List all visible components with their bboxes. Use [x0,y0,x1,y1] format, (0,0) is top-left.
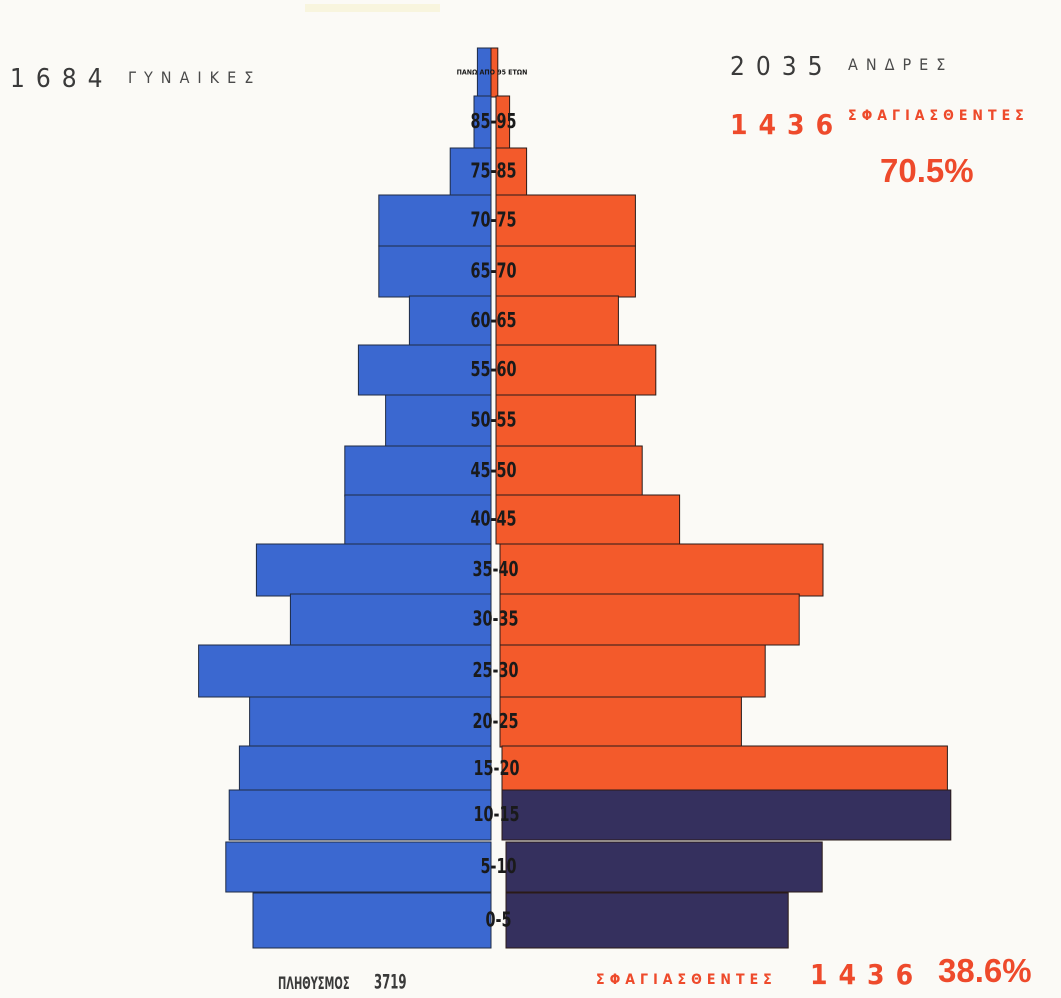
footer-killed-total: 1436 [810,958,925,991]
men-killed-bar [499,696,742,748]
top-edge-strip [305,4,440,12]
age-group-label: 45-50 [470,459,516,482]
men-killed-bar [495,394,636,447]
age-group-label: 5-10 [480,855,516,878]
population-total: 3719 [374,972,407,995]
women-bar [344,445,492,497]
men-killed-bar [495,194,636,247]
men-killed-bar [499,644,766,698]
footer-killed-label: ΣΦΑΓΙΑΣΘΕΝΤΕΣ [596,972,777,988]
killed-label: ΣΦΑΓΙΑΣΘΕΝΤΕΣ [848,108,1029,124]
men-spared-bar [505,892,789,949]
age-group-label: 60-65 [470,309,516,332]
women-bar [449,147,492,196]
age-group-label: 20-25 [472,710,518,733]
age-group-label: 75-85 [470,160,516,183]
age-group-label: 55-60 [470,358,516,381]
men-killed-bar [495,445,643,497]
age-group-label: 25-30 [472,659,518,682]
men-killed-bar [501,745,948,793]
men-killed-bar [499,593,800,646]
age-group-label: 50-55 [470,409,516,432]
women-bar [385,394,492,447]
women-bar [252,892,492,949]
women-bar [225,841,492,893]
killed-total: 1436 [730,108,845,141]
age-group-label: 70-75 [470,209,516,232]
age-group-label: 10-15 [473,803,519,826]
men-spared-bar [501,789,952,841]
men-killed-bar [495,494,681,545]
women-bar [289,593,492,646]
women-bar [408,295,492,347]
women-total: 1684 [10,64,114,94]
women-bar [255,543,492,597]
women-bar [198,644,492,698]
killed-percent: 70.5% [880,152,974,189]
age-group-label: 35-40 [472,558,518,581]
age-group-label: ΠΑΝΩ ΑΠΟ 95 ΕΤΩΝ [457,69,528,77]
women-bar [238,745,492,793]
women-bar [378,245,492,298]
men-label: ΑΝΔΡΕΣ [848,55,954,74]
age-group-label: 85-95 [470,110,516,133]
men-killed-bar [495,245,636,298]
women-bar [357,344,492,396]
age-group-label: 0-5 [485,909,511,932]
footer-killed-percent: 38.6% [938,952,1032,989]
women-bar [344,494,492,545]
men-killed-bar [490,47,499,98]
age-group-label: 15-20 [473,757,519,780]
age-group-label: 40-45 [470,508,516,531]
age-group-label: 30-35 [472,608,518,631]
age-group-label: 65-70 [470,260,516,283]
men-killed-bar [495,344,657,396]
women-label: ΓΥΝΑΙΚΕΣ [128,68,262,87]
men-killed-bar [499,543,824,597]
men-killed-bar [495,295,619,347]
women-bar [228,789,492,841]
women-bar [249,696,492,748]
men-total: 2035 [730,52,834,82]
population-label: ΠΛΗΘΥΣΜΟΣ [278,974,350,994]
men-spared-bar [505,841,823,893]
